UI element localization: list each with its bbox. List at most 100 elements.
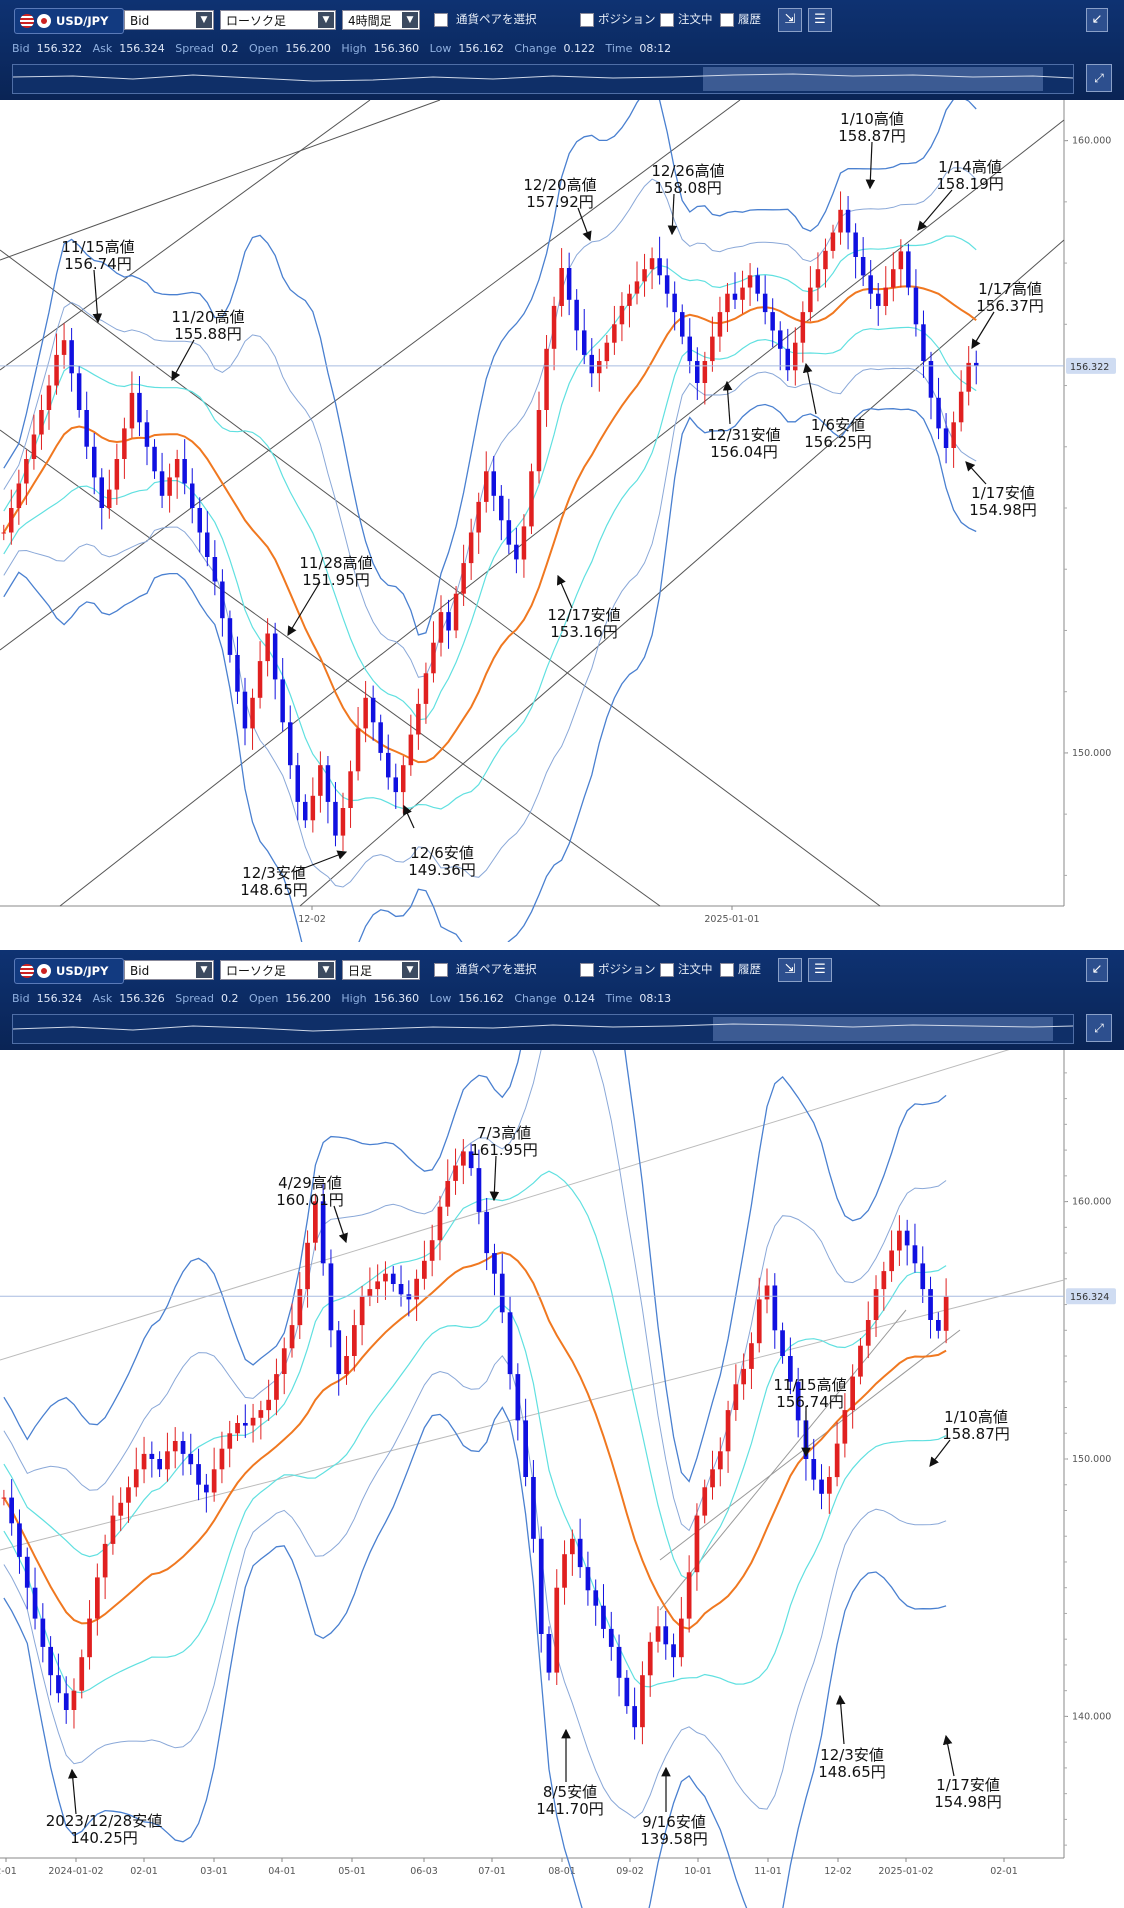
tool-button-1[interactable]: ⇲ [778, 8, 802, 32]
tool-button-2[interactable]: ☰ [808, 958, 832, 982]
candle-body [834, 1443, 840, 1478]
jp-flag-icon [37, 964, 51, 978]
order-checkbox[interactable] [660, 13, 674, 27]
annotation-title: 7/3高値 [477, 1124, 531, 1142]
annotation-title: 11/15高値 [773, 1376, 846, 1394]
navigator-scrollbar[interactable] [12, 64, 1074, 94]
candle-body [313, 1201, 318, 1243]
zoom-button[interactable]: ⤢ [1086, 1014, 1112, 1042]
candle-body [850, 1376, 855, 1411]
tool-button-1[interactable]: ⇲ [778, 958, 802, 982]
trend-line [0, 429, 661, 907]
candle-body [951, 422, 956, 448]
pair-selector[interactable]: USD/JPY [14, 958, 124, 984]
timeframe-select[interactable]: 日足 ▼ [342, 960, 420, 980]
trend-line [0, 100, 371, 371]
candle-body [853, 232, 858, 257]
candle-body [212, 557, 218, 582]
candle-body [1, 532, 6, 534]
annotation-price: 154.98円 [934, 1793, 1002, 1811]
change-key: Change [514, 42, 557, 55]
low-key: Low [429, 42, 452, 55]
navigator-window[interactable] [703, 67, 1043, 91]
open-key: Open [248, 992, 279, 1005]
trend-line [0, 100, 441, 261]
candle-body [174, 459, 180, 478]
history-checkbox[interactable] [720, 13, 734, 27]
candle-body [695, 361, 700, 383]
pair-label: USD/JPY [56, 14, 109, 28]
candle-body [574, 299, 579, 331]
candle-body [408, 734, 414, 766]
chart-type-select[interactable]: ローソク足 ▼ [220, 960, 336, 980]
price-chart[interactable]: 160.000 150.000 140.000 2-01 2024-01-02 02-01… [0, 1050, 1124, 1908]
currency-select-checkbox[interactable] [434, 963, 448, 977]
history-checkbox[interactable] [720, 963, 734, 977]
candle-body [141, 1453, 147, 1470]
candle-body [491, 471, 496, 496]
position-checkbox[interactable] [580, 963, 594, 977]
currency-select-checkbox[interactable] [434, 13, 448, 27]
candle-body [386, 752, 391, 778]
candle-body [762, 293, 768, 313]
candle-body [811, 1459, 817, 1480]
candle-body [110, 1515, 116, 1544]
price-chart[interactable]: 160.000 150.000 12-02 2025-01-01 156.322 11/1… [0, 100, 1124, 942]
candle-body [582, 330, 587, 355]
candle-body [554, 1587, 560, 1673]
candle-body [741, 1368, 746, 1385]
annotation-arrow [333, 1205, 348, 1244]
chart-tool-icon: ⇲ [784, 12, 796, 27]
position-checkbox[interactable] [580, 13, 594, 27]
candle-body [725, 293, 730, 313]
plot-background [0, 1050, 1124, 1908]
candle-body [167, 477, 172, 496]
candle-body [679, 1618, 684, 1658]
candle-body [76, 373, 82, 410]
candle-body [227, 618, 233, 655]
chart-tool-icon: ⇲ [784, 962, 796, 977]
candle-body [118, 1502, 124, 1516]
x-tick-label: 05-01 [338, 1866, 366, 1877]
x-tick-label: 11-01 [754, 1866, 782, 1877]
price-type-select[interactable]: Bid ▼ [124, 960, 214, 980]
candle-body [144, 422, 150, 447]
candle-body [180, 1441, 186, 1454]
collapse-button[interactable]: ↙ [1086, 8, 1108, 32]
order-checkbox[interactable] [660, 963, 674, 977]
collapse-button[interactable]: ↙ [1086, 958, 1108, 982]
price-type-value: Bid [130, 964, 150, 978]
zoom-button[interactable]: ⤢ [1086, 64, 1112, 92]
currency-select-label: 通貨ペアを選択 [456, 962, 537, 976]
annotation-title: 1/17安値 [971, 484, 1035, 502]
trend-line [0, 1279, 1065, 1551]
candle-body [352, 1325, 357, 1356]
candle-body [858, 1345, 863, 1377]
candle-body [468, 532, 474, 564]
candle-body [122, 428, 127, 459]
candle-body [830, 232, 836, 251]
annotation-price: 158.87円 [942, 1425, 1010, 1443]
tool-button-2[interactable]: ☰ [808, 8, 832, 32]
navigator-scrollbar[interactable] [12, 1014, 1074, 1044]
low-value: 156.162 [458, 992, 504, 1005]
annotation-arrow [293, 850, 348, 873]
candle-body [429, 1240, 435, 1261]
annotation-title: 12/31安値 [707, 426, 780, 444]
annotation-arrow [67, 1768, 78, 1815]
price-type-select[interactable]: Bid ▼ [124, 10, 214, 30]
annotation-arrow [917, 189, 953, 231]
chart-type-select[interactable]: ローソク足 ▼ [220, 10, 336, 30]
pair-selector[interactable]: USD/JPY [14, 8, 124, 34]
navigator-window[interactable] [713, 1017, 1053, 1041]
candle-body [570, 1538, 575, 1555]
candle-body [484, 471, 489, 502]
timeframe-select[interactable]: 4時間足 ▼ [342, 10, 420, 30]
candle-body [827, 1477, 832, 1494]
candle-body [355, 728, 361, 772]
candle-body [227, 1433, 233, 1449]
candle-body [383, 1273, 388, 1282]
chevron-down-icon: ▼ [196, 12, 212, 28]
timeframe-value: 4時間足 [348, 14, 392, 28]
candle-body [898, 251, 904, 270]
